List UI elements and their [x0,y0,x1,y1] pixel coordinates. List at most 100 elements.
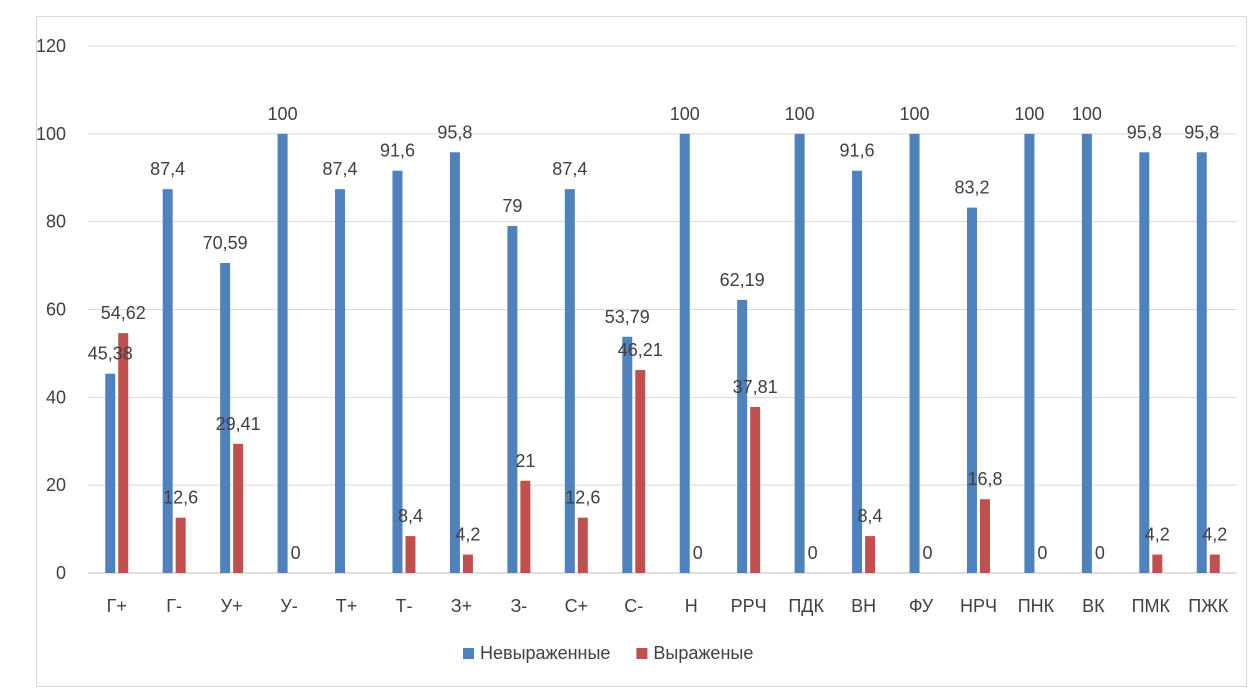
bar-vyrazhenye [635,370,646,573]
data-label-vyrazhenye: 0 [1095,543,1105,563]
legend-label: Выраженые [653,643,753,663]
x-tick-label: ПМК [1132,596,1171,616]
data-labels: 45,38 54,62 87,4 12,6 70,59 29,41 100 0 87,4 91,6… [88,104,1228,563]
x-tick-label: Т+ [336,596,358,616]
bar-nevyrazhennye [622,336,633,573]
x-tick-label: Т- [395,596,412,616]
data-label-nevyrazhennye: 100 [785,104,815,124]
bar-nevyrazhennye [507,226,518,573]
data-label-vyrazhenye: 4,2 [1145,525,1170,545]
data-label-nevyrazhennye: 100 [670,104,700,124]
bar-nevyrazhennye [1196,152,1207,574]
x-tick-label: Н [685,596,698,616]
data-label-vyrazhenye: 0 [693,543,703,563]
x-tick-label: С+ [565,596,589,616]
data-label-nevyrazhennye: 100 [1072,104,1102,124]
y-tick-label: 80 [46,212,66,232]
bars [105,133,1220,574]
data-label-vyrazhenye: 21 [515,451,535,471]
bar-nevyrazhennye [1081,133,1092,574]
bar-nevyrazhennye [1139,152,1150,574]
x-tick-label: У- [280,596,297,616]
data-label-nevyrazhennye: 79 [502,196,522,216]
data-label-vyrazhenye: 0 [291,543,301,563]
data-label-vyrazhenye: 46,21 [618,340,663,360]
data-label-nevyrazhennye: 45,38 [88,344,133,364]
data-label-vyrazhenye: 12,6 [163,488,198,508]
x-tick-label: С- [624,596,643,616]
data-label-vyrazhenye: 29,41 [216,414,261,434]
data-label-nevyrazhennye: 70,59 [203,233,248,253]
data-label-nevyrazhennye: 87,4 [150,159,185,179]
data-label-nevyrazhennye: 95,8 [1184,122,1219,142]
data-label-vyrazhenye: 8,4 [858,506,883,526]
bar-vyrazhenye [750,406,761,573]
data-label-vyrazhenye: 12,6 [565,488,600,508]
data-label-nevyrazhennye: 100 [900,104,930,124]
bar-vyrazhenye [577,517,588,573]
bar-nevyrazhennye [679,133,690,574]
legend-label: Невыраженные [480,643,610,663]
y-axis: 0 20 40 60 80 100 120 [36,36,66,583]
bar-vyrazhenye [233,443,244,573]
bar-nevyrazhennye [852,170,863,573]
data-label-vyrazhenye: 0 [1037,543,1047,563]
x-tick-label: ПНК [1018,596,1055,616]
data-label-nevyrazhennye: 53,79 [605,307,650,327]
data-label-nevyrazhennye: 83,2 [954,178,989,198]
bar-vyrazhenye [118,333,129,573]
bar-nevyrazhennye [162,189,173,573]
x-tick-label: У+ [221,596,243,616]
x-axis: Г+ Г- У+ У- Т+ Т- З+ З- С+ С- Н РРЧ ПДК ВН ФУ НРЧ ПНК ВК П… [107,596,1229,616]
data-label-nevyrazhennye: 100 [268,104,298,124]
x-tick-label: РРЧ [731,596,767,616]
data-label-nevyrazhennye: 87,4 [552,159,587,179]
bar-nevyrazhennye [564,189,575,573]
data-label-nevyrazhennye: 95,8 [437,122,472,142]
bar-vyrazhenye [865,536,876,573]
data-label-vyrazhenye: 4,2 [1202,525,1227,545]
y-tick-label: 40 [46,387,66,407]
legend-swatch [636,648,648,659]
data-label-nevyrazhennye: 91,6 [840,141,875,161]
bar-vyrazhenye [462,554,473,573]
y-tick-label: 60 [46,300,66,320]
gridlines [88,45,1237,574]
bar-vyrazhenye [405,536,416,573]
data-label-vyrazhenye: 16,8 [967,469,1002,489]
bar-nevyrazhennye [105,373,116,573]
data-label-vyrazhenye: 54,62 [101,303,146,323]
bar-vyrazhenye [175,517,186,573]
bar-vyrazhenye [1152,554,1163,573]
data-label-vyrazhenye: 0 [923,543,933,563]
bar-vyrazhenye [520,480,531,573]
data-label-vyrazhenye: 37,81 [733,377,778,397]
bar-nevyrazhennye [909,133,920,574]
data-label-nevyrazhennye: 100 [1014,104,1044,124]
bar-nevyrazhennye [737,299,748,573]
data-label-vyrazhenye: 0 [808,543,818,563]
x-tick-label: З+ [451,596,472,616]
x-tick-label: Г- [166,596,182,616]
chart-frame [36,16,1247,687]
y-tick-label: 20 [46,475,66,495]
y-tick-label: 0 [56,563,66,583]
x-tick-label: ПЖК [1188,596,1229,616]
x-tick-label: ПДК [788,596,824,616]
data-label-nevyrazhennye: 95,8 [1127,122,1162,142]
bar-vyrazhenye [1209,554,1220,573]
x-tick-label: З- [510,596,527,616]
data-label-nevyrazhennye: 91,6 [380,141,415,161]
bar-nevyrazhennye [794,133,805,574]
data-label-nevyrazhennye: 87,4 [323,159,358,179]
bar-nevyrazhennye [220,262,231,573]
legend-swatch [463,648,474,659]
bar-nevyrazhennye [277,133,288,574]
x-tick-label: ФУ [909,596,934,616]
bar-nevyrazhennye [1024,133,1035,574]
x-tick-label: Г+ [107,596,127,616]
bar-nevyrazhennye [392,170,403,573]
x-tick-label: ВК [1082,596,1105,616]
legend: Невыраженные Выраженые [463,643,753,663]
